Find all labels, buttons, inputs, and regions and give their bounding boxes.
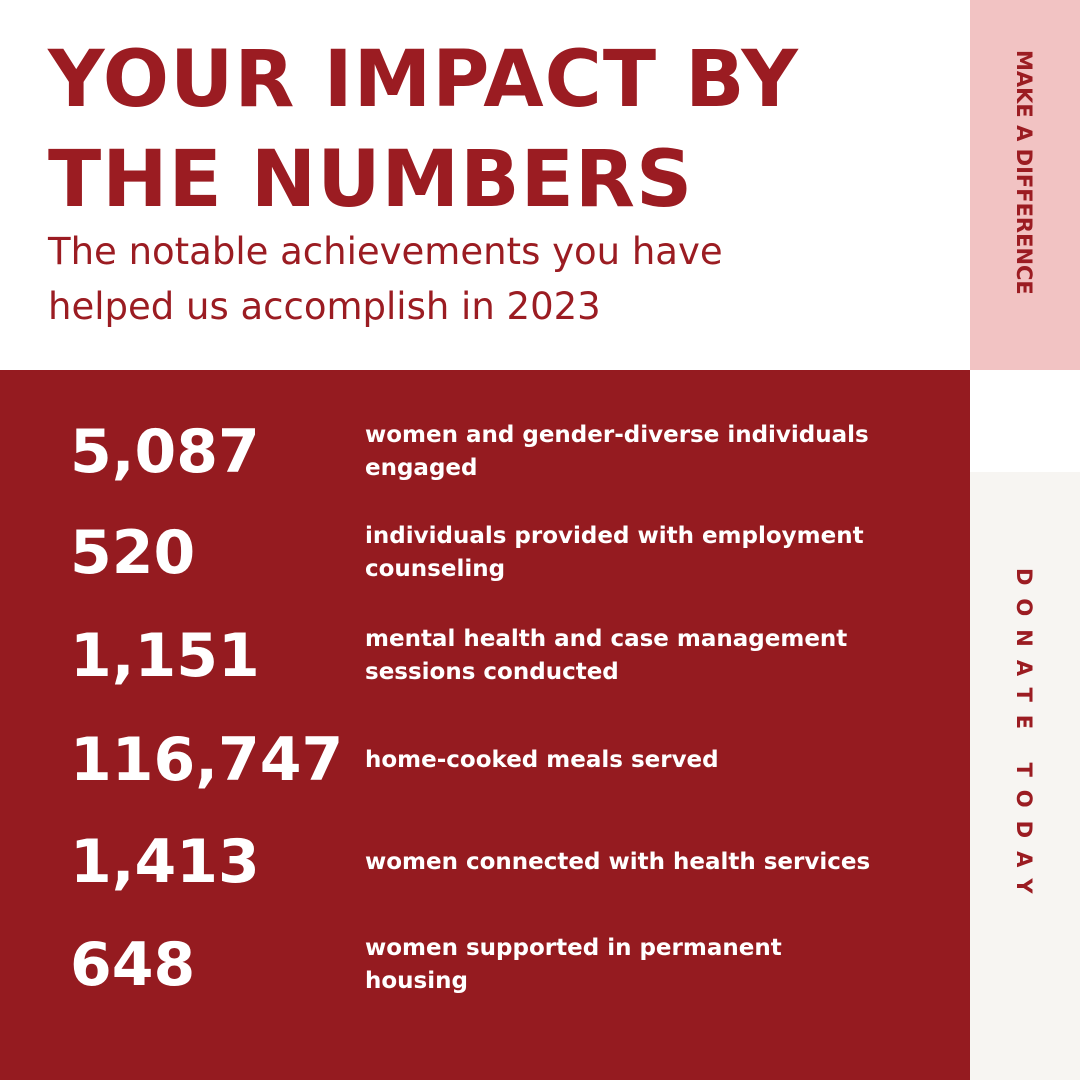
stat-number: 1,151	[70, 621, 260, 691]
side-label: DONATE TODAY	[1012, 568, 1036, 907]
side-label: MAKE A DIFFERENCE	[1012, 50, 1036, 295]
stat-text: individuals provided with employment cou…	[365, 523, 864, 582]
stat-text: women and gender-diverse individuals eng…	[365, 422, 869, 481]
stat-text: women connected with health services	[365, 848, 871, 875]
stat-text: women supported in permanent housing	[365, 935, 782, 994]
subtitle: The notable achievements you have helped…	[48, 230, 723, 328]
stat-text: mental health and case management sessio…	[365, 626, 848, 685]
stat-text: home-cooked meals served	[365, 746, 719, 773]
side-panel	[970, 472, 1080, 1080]
stat-number: 648	[70, 930, 196, 1000]
stat-number: 5,087	[70, 417, 260, 487]
stat-number: 1,413	[70, 827, 260, 897]
title: YOUR IMPACT BY THE NUMBERS	[48, 35, 799, 225]
stats-panel	[0, 370, 970, 1080]
stat-number: 116,747	[70, 725, 344, 795]
side-panel	[970, 0, 1080, 370]
stat-number: 520	[70, 518, 196, 588]
